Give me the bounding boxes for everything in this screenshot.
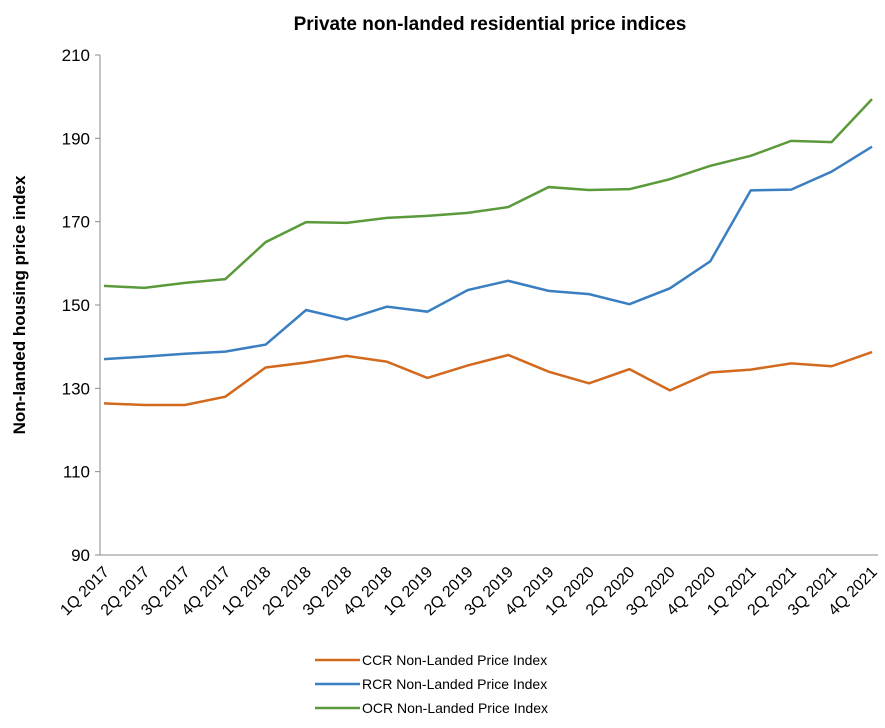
- legend-label: CCR Non-Landed Price Index: [362, 652, 547, 668]
- chart-title: Private non-landed residential price ind…: [294, 14, 687, 35]
- y-tick-label: 150: [62, 296, 90, 315]
- y-tick-label: 190: [62, 129, 90, 148]
- y-axis-label: Non-landed housing price index: [10, 175, 29, 434]
- series-line: [103, 98, 873, 290]
- y-tick-label: 90: [71, 546, 90, 565]
- y-tick-label: 170: [62, 213, 90, 232]
- series-line: [103, 145, 873, 361]
- y-tick-label: 130: [62, 379, 90, 398]
- legend-label: OCR Non-Landed Price Index: [362, 700, 548, 716]
- series-line: [103, 350, 873, 407]
- y-tick-label: 110: [63, 463, 90, 482]
- legend-label: RCR Non-Landed Price Index: [362, 676, 547, 692]
- y-tick-label: 210: [62, 46, 90, 65]
